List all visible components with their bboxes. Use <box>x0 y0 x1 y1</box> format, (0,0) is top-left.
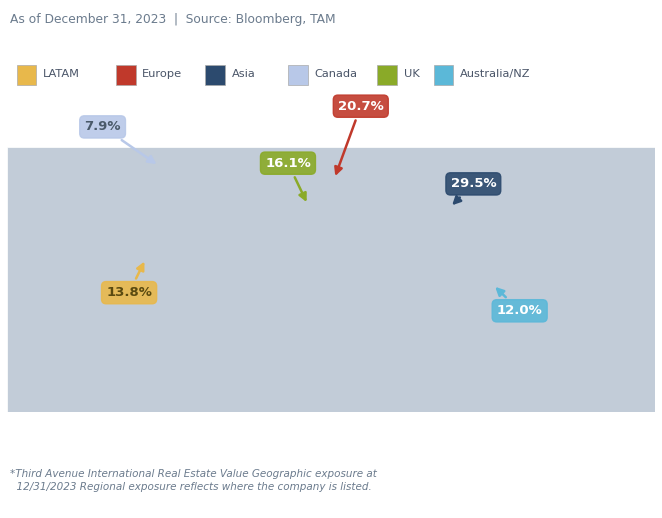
Text: *Third Avenue International Real Estate Value Geographic exposure at
  12/31/202: *Third Avenue International Real Estate … <box>10 469 377 492</box>
Text: Asia: Asia <box>232 69 256 79</box>
Text: Australia/NZ: Australia/NZ <box>460 69 530 79</box>
Text: Canada: Canada <box>314 69 357 79</box>
Text: UK: UK <box>404 69 420 79</box>
Text: 12.0%: 12.0% <box>496 289 543 318</box>
Text: LATAM: LATAM <box>43 69 80 79</box>
Text: 16.1%: 16.1% <box>265 156 311 199</box>
Text: Europe: Europe <box>142 69 183 79</box>
Text: 29.5%: 29.5% <box>451 177 496 203</box>
Text: As of December 31, 2023  |  Source: Bloomberg, TAM: As of December 31, 2023 | Source: Bloomb… <box>10 13 336 26</box>
Text: 7.9%: 7.9% <box>84 120 154 163</box>
Text: 13.8%: 13.8% <box>106 264 152 299</box>
Text: 20.7%: 20.7% <box>336 99 384 174</box>
